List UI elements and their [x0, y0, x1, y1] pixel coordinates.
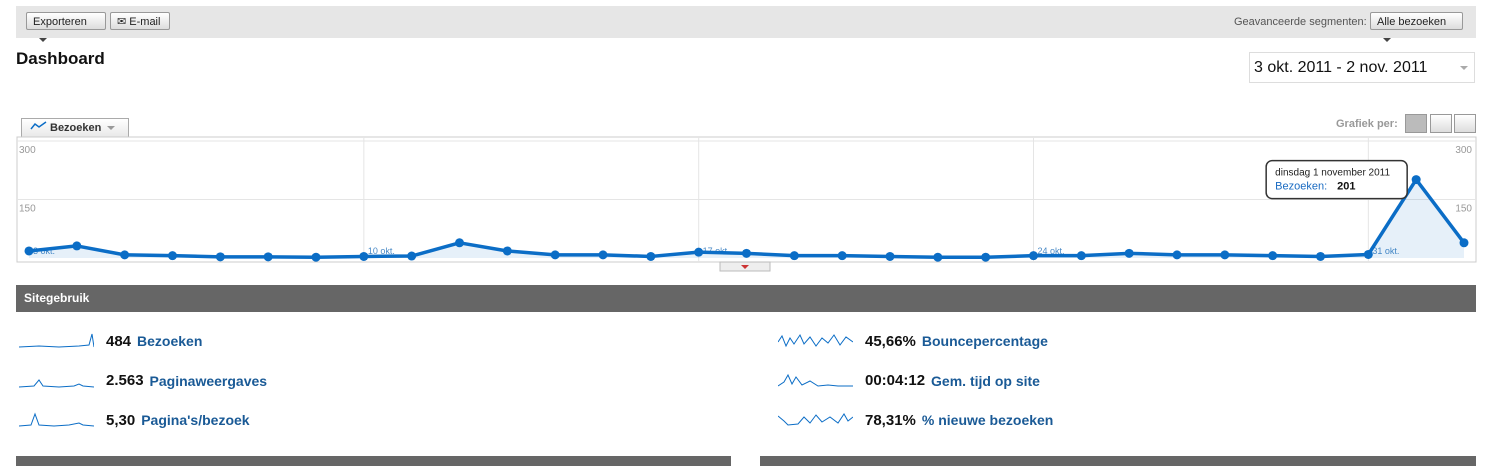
email-button[interactable]: ✉ E-mail: [110, 12, 170, 30]
metric-label[interactable]: Bezoeken: [137, 333, 203, 349]
tooltip: dinsdag 1 november 2011 Bezoeken: 201: [1265, 159, 1408, 200]
point: [646, 251, 656, 261]
date-range[interactable]: 3 okt. 2011 - 2 nov. 2011: [1249, 52, 1475, 83]
metric: 78,31% % nieuwe bezoeken: [778, 408, 1053, 432]
page-title: Dashboard: [16, 49, 105, 68]
export-label: Exporteren: [33, 16, 87, 28]
point: [168, 251, 177, 261]
panel-header: [16, 456, 731, 466]
metric-value: 2.563: [106, 372, 144, 389]
point: [981, 252, 991, 262]
metric-label[interactable]: Pagina's/bezoek: [141, 412, 250, 428]
segment-value: Alle bezoeken: [1377, 16, 1447, 28]
graph-by-label: Grafiek per:: [1336, 118, 1398, 130]
date-range-text: 3 okt. 2011 - 2 nov. 2011: [1254, 59, 1428, 76]
tooltip-label: Bezoeken:: [1275, 181, 1327, 193]
point: [1029, 251, 1038, 261]
point: [407, 251, 417, 261]
segments-label: Geavanceerde segmenten:: [1234, 16, 1367, 28]
sparkline: [19, 378, 94, 388]
metric-value: 484: [106, 332, 132, 350]
metric-label[interactable]: % nieuwe bezoeken: [921, 412, 1054, 428]
sparkline: [778, 373, 853, 387]
point: [933, 252, 943, 262]
export-button[interactable]: Exporteren: [26, 12, 106, 43]
metric: 00:04:12 Gem. tijd op site: [778, 369, 1040, 393]
sparkline: [778, 333, 853, 348]
point: [1316, 251, 1325, 261]
x-tick-label: 24 okt.: [1038, 246, 1065, 256]
point: [215, 252, 225, 262]
y-tick-label: 300: [19, 145, 36, 156]
metric: 2.563 Paginaweergaves: [19, 369, 267, 393]
y-tick-label: 150: [19, 204, 36, 215]
point: [263, 252, 273, 262]
collapse-icon: [741, 265, 749, 269]
point: [1220, 250, 1230, 260]
x-tick-label: 10 okt.: [368, 246, 395, 256]
sparkline: [19, 333, 94, 348]
point: [1076, 251, 1086, 261]
metric-value: 5,30: [106, 411, 136, 429]
point: [1363, 249, 1373, 259]
metric-tab[interactable]: Bezoeken: [21, 118, 129, 137]
point: [1172, 250, 1182, 260]
point: [24, 246, 34, 256]
section-header: Sitegebruik: [16, 285, 1476, 312]
metric-label[interactable]: Paginaweergaves: [149, 372, 268, 389]
point: [455, 238, 464, 248]
panel-header: [760, 456, 1476, 466]
point: [120, 250, 130, 260]
point: [789, 251, 799, 261]
view-month[interactable]: [1454, 114, 1476, 133]
y-tick-label: 150: [1455, 204, 1472, 215]
point: [1459, 238, 1469, 248]
point: [1124, 248, 1134, 258]
y-tick-label: 300: [1455, 145, 1472, 156]
point: [72, 241, 82, 251]
point: [598, 250, 608, 260]
view-day[interactable]: [1405, 114, 1427, 133]
tooltip-date: dinsdag 1 november 2011: [1275, 168, 1390, 179]
metric-label[interactable]: Gem. tijd op site: [931, 372, 1040, 389]
sparkline: [19, 412, 94, 427]
toolbar: Exporteren ✉ E-mail Geavanceerde segment…: [16, 6, 1476, 43]
view-week[interactable]: [1430, 114, 1452, 133]
tooltip-box: [1265, 159, 1408, 200]
metric: 5,30 Pagina's/bezoek: [19, 408, 250, 432]
metric-value: 45,66%: [865, 332, 916, 350]
metric: 484 Bezoeken: [19, 329, 202, 353]
point: [694, 247, 704, 257]
point: [502, 246, 512, 256]
point: [837, 251, 847, 261]
email-label: E-mail: [129, 16, 161, 28]
metric: 45,66% Bouncepercentage: [778, 329, 1048, 353]
point: [742, 248, 751, 258]
tooltip-value: 201: [1337, 181, 1355, 193]
sparkline: [778, 413, 853, 426]
point: [1268, 251, 1278, 261]
metric-value: 00:04:12: [865, 372, 926, 389]
metric-label[interactable]: Bouncepercentage: [921, 333, 1048, 349]
tab-icon: [30, 121, 47, 130]
point: [311, 252, 321, 262]
point: [359, 251, 369, 261]
metric-value: 78,31%: [865, 411, 916, 429]
point: [885, 251, 895, 261]
point: [1411, 175, 1421, 185]
tab-label: Bezoeken: [50, 122, 102, 134]
x-tick-label: 31 okt.: [1372, 246, 1399, 256]
segment-select[interactable]: Alle bezoeken: [1370, 12, 1463, 43]
point: [550, 250, 560, 260]
